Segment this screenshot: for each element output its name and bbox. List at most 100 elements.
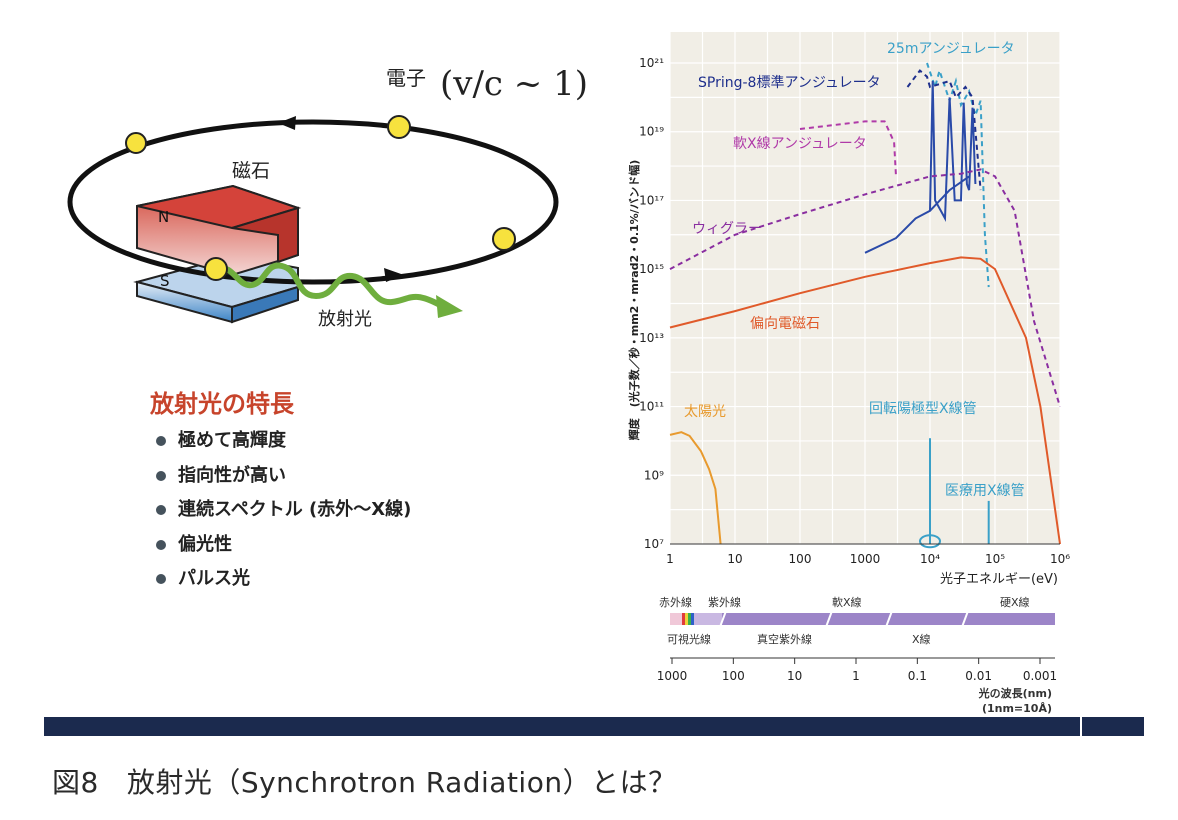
band-label-uv: 紫外線 xyxy=(708,595,741,609)
wavelength-tick-label: 0.001 xyxy=(1023,669,1057,683)
annotation-standard-undulator: SPring-8標準アンジュレータ xyxy=(698,75,881,91)
orbit-arrow-top xyxy=(278,116,296,130)
bullet-icon xyxy=(156,574,166,585)
band-label-vacuum-uv: 真空紫外線 xyxy=(757,632,812,646)
series-line-4 xyxy=(669,168,1061,407)
feature-item: パルス光 xyxy=(156,562,411,597)
y-tick-label: 10⁷ xyxy=(644,537,664,551)
chart-ticks: 1 10 100 1000 10⁴ 10⁵ 10⁶ 10⁷ 10⁹ 10¹¹ 10¹³ 10¹⁵ 10¹… xyxy=(639,56,1070,566)
magnet-label: 磁石 xyxy=(232,160,271,182)
velocity-formula: (v/c ~ 1) xyxy=(440,64,588,104)
band-break xyxy=(961,610,969,628)
y-tick-label: 10¹¹ xyxy=(639,400,664,414)
divider-gap xyxy=(1080,717,1082,736)
spectrum-uv xyxy=(694,613,722,625)
wavelength-axis-label: 光の波長(nm) xyxy=(978,686,1052,700)
spectrum-visible-yellow xyxy=(685,613,688,625)
north-label: N xyxy=(158,208,169,226)
y-tick-label: 10⁹ xyxy=(644,468,664,482)
electron-orbit xyxy=(67,119,559,285)
wavelength-tick-label: 0.1 xyxy=(908,669,927,683)
annotation-wiggler: ウィグラー xyxy=(692,221,762,237)
spectrum-visible-green xyxy=(688,613,691,625)
radiation-arrow-head xyxy=(436,295,463,318)
wavelength-tick-label: 10 xyxy=(787,669,802,683)
magnet-south xyxy=(133,254,299,324)
feature-item: 指向性が高い xyxy=(156,459,411,494)
series-line-2 xyxy=(929,80,977,223)
wavelength-tick-label: 0.01 xyxy=(965,669,992,683)
storage-ring-diagram: N S xyxy=(67,115,559,324)
spectrum-visible-blue xyxy=(691,613,694,625)
band-label-infrared: 赤外線 xyxy=(659,595,692,609)
y-tick-label: 10¹⁹ xyxy=(639,125,664,139)
x-tick-label: 10 xyxy=(727,552,742,566)
series-line-1 xyxy=(906,69,982,191)
y-tick-label: 10¹³ xyxy=(639,331,664,345)
radiation-wave xyxy=(215,262,443,308)
features-title: 放射光の特長 xyxy=(150,390,294,418)
divider-bar xyxy=(44,717,1144,736)
band-label-xray: X線 xyxy=(912,632,931,646)
series-line-0 xyxy=(926,62,990,288)
annotation-sunlight: 太陽光 xyxy=(684,404,726,420)
y-tick-label: 10¹⁵ xyxy=(639,262,664,276)
chart-grid xyxy=(669,32,1061,545)
x-tick-label: 1 xyxy=(666,552,674,566)
y-axis-label: 輝度 (光子数／秒・mm2・mrad2・0.1%/バンド幅) xyxy=(627,160,641,441)
spectrum-band xyxy=(670,613,1055,625)
electron-label: 電子 xyxy=(386,66,426,90)
rotating-anode-marker xyxy=(919,534,941,549)
x-tick-label: 10⁶ xyxy=(1050,552,1070,566)
electron-dot-4 xyxy=(204,257,228,281)
x-tick-label: 100 xyxy=(789,552,812,566)
magnet-north xyxy=(136,184,302,277)
features-list: 極めて高輝度 指向性が高い 連続スペクトル (赤外～X線) 偏光性 パルス光 xyxy=(156,424,411,597)
y-tick-label: 10¹⁷ xyxy=(639,193,664,207)
series-line-6 xyxy=(669,256,1061,545)
bullet-icon xyxy=(156,436,166,447)
x-axis-label: 光子エネルギー(eV) xyxy=(940,572,1058,587)
band-break xyxy=(719,610,727,628)
x-tick-label: 1000 xyxy=(850,552,881,566)
feature-item: 連続スペクトル (赤外～X線) xyxy=(156,493,411,528)
orbit-arrow-right xyxy=(384,268,404,282)
radiation-label: 放射光 xyxy=(318,309,372,330)
figure-caption: 図8 放射光（Synchrotron Radiation）とは？ xyxy=(52,761,677,801)
band-label-hard-xray: 硬X線 xyxy=(1000,595,1030,609)
electron-dot-3 xyxy=(492,227,516,251)
x-tick-label: 10⁵ xyxy=(985,552,1005,566)
band-break xyxy=(825,610,833,628)
y-tick-label: 10²¹ xyxy=(639,56,664,70)
wavelength-tick-label: 1 xyxy=(852,669,860,683)
annotation-medical-xray: 医療用X線管 xyxy=(945,482,1025,499)
feature-item: 偏光性 xyxy=(156,528,411,563)
wavelength-scale: 赤外線 紫外線 軟X線 硬X線 可視光線 真空紫外線 X線 1000 100 10 1… xyxy=(657,595,1057,715)
x-tick-label: 10⁴ xyxy=(920,552,940,566)
wavelength-tick-label: 100 xyxy=(722,669,745,683)
feature-item: 極めて高輝度 xyxy=(156,424,411,459)
annotation-soft-xray-undulator: 軟X線アンジュレータ xyxy=(733,136,867,152)
electron-dot-1 xyxy=(125,132,147,154)
spectrum-visible-red xyxy=(682,613,685,625)
annotation-25m-undulator: 25mアンジュレータ xyxy=(887,41,1015,57)
bullet-icon xyxy=(156,470,166,481)
chart-series xyxy=(669,62,1061,549)
series-line-5 xyxy=(864,175,970,254)
spectrum-infrared xyxy=(670,613,682,625)
band-label-soft-xray: 軟X線 xyxy=(832,595,862,609)
annotation-bending-magnet: 偏向電磁石 xyxy=(750,316,820,332)
band-label-visible: 可視光線 xyxy=(667,632,711,646)
wavelength-ticks: 1000 100 10 1 0.1 0.01 0.001 xyxy=(657,658,1057,683)
figure-caption-text: 放射光（Synchrotron Radiation）とは？ xyxy=(126,766,677,799)
electron-dot-2 xyxy=(387,115,411,139)
series-line-3 xyxy=(799,120,897,177)
series-line-7 xyxy=(669,431,722,545)
figure-number: 図8 xyxy=(52,766,99,799)
wavelength-tick-label: 1000 xyxy=(657,669,688,683)
annotation-rotating-anode: 回転陽極型X線管 xyxy=(869,401,977,417)
band-break xyxy=(885,610,893,628)
wavelength-unit-note: (1nm=10Å) xyxy=(982,702,1052,715)
south-label: S xyxy=(160,272,170,290)
